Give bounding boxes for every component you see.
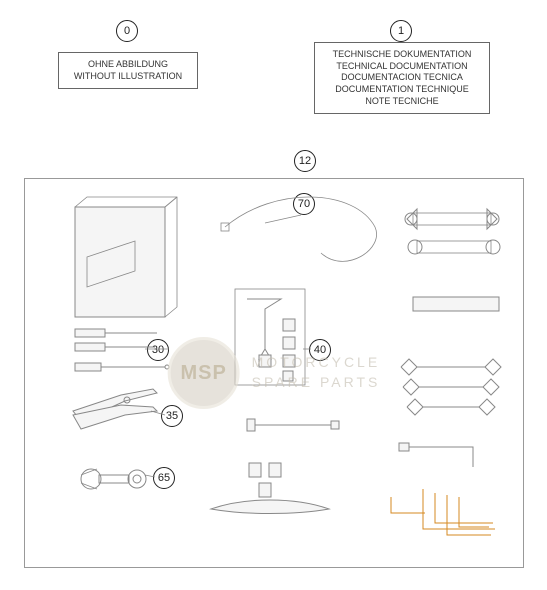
exploded-view-frame: 70 30 40 35 65 xyxy=(24,178,524,568)
box-without-illustration: OHNE ABBILDUNG WITHOUT ILLUSTRATION xyxy=(58,52,198,89)
screwdriver-1-icon xyxy=(75,329,157,337)
screwdriver-2-icon xyxy=(75,343,155,351)
box0-line-2: WITHOUT ILLUSTRATION xyxy=(71,71,185,83)
box1-line-3: DOCUMENTACION TECNICA xyxy=(327,72,477,84)
box1-line-1: TECHNISCHE DOKUMENTATION xyxy=(327,49,477,61)
box-wrench-2-icon xyxy=(408,240,500,254)
screwdriver-3-icon xyxy=(75,363,169,371)
allen-keys-icon xyxy=(423,489,495,535)
extension-tube-icon xyxy=(413,297,499,311)
callout-12: 12 xyxy=(294,150,316,172)
callout-1: 1 xyxy=(390,20,412,42)
watermark-badge-text: MSP xyxy=(180,362,226,385)
manual-icon xyxy=(75,197,177,317)
box1-line-2: TECHNICAL DOCUMENTATION xyxy=(327,61,477,73)
open-wrench-3-icon xyxy=(407,399,495,415)
small-sockets-icon xyxy=(249,463,281,497)
pliers-icon xyxy=(73,389,157,429)
single-allen-icon xyxy=(391,497,425,513)
box1-line-5: NOTE TECNICHE xyxy=(327,96,477,108)
callout-0-label: 0 xyxy=(124,25,130,37)
box0-line-1: OHNE ABBILDUNG xyxy=(71,59,185,71)
watermark-badge: MSP xyxy=(168,337,240,409)
callout-1-label: 1 xyxy=(398,25,404,37)
spark-plug-wrench-icon xyxy=(81,469,146,489)
callout-12-label: 12 xyxy=(299,155,311,167)
watermark: MSP MOTORCYCLE SPARE PARTS xyxy=(168,337,381,409)
open-wrench-1-icon xyxy=(401,359,501,375)
box-wrench-1-icon xyxy=(405,209,499,229)
callout-0: 0 xyxy=(116,20,138,42)
cable-tie-icon xyxy=(221,197,377,261)
open-wrench-2-icon xyxy=(403,379,499,395)
l-wrench-icon xyxy=(399,443,473,467)
watermark-line1: MOTORCYCLE xyxy=(252,353,381,373)
box1-line-4: DOCUMENTATION TECHNIQUE xyxy=(327,84,477,96)
tire-lever-icon xyxy=(211,500,329,514)
watermark-line2: SPARE PARTS xyxy=(252,373,381,393)
axle-icon xyxy=(247,419,339,431)
watermark-text: MOTORCYCLE SPARE PARTS xyxy=(252,353,381,392)
box-tech-docs: TECHNISCHE DOKUMENTATION TECHNICAL DOCUM… xyxy=(314,42,490,114)
